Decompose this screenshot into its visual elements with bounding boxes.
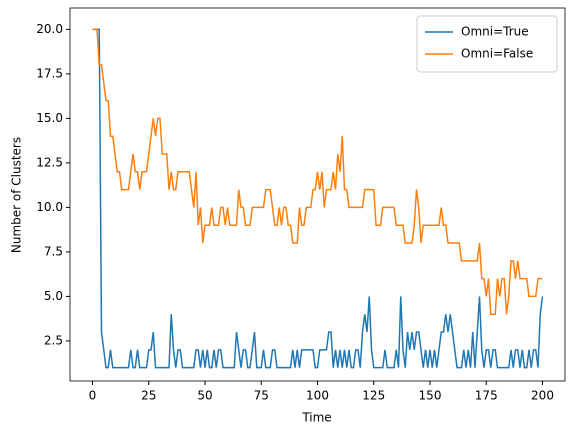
- y-tick-label: 7.5: [44, 244, 63, 258]
- x-tick-label: 150: [419, 389, 442, 403]
- x-axis-label: Time: [301, 411, 331, 425]
- x-tick-label: 125: [362, 389, 385, 403]
- legend-label: Omni=True: [461, 25, 529, 39]
- y-tick-label: 10.0: [36, 200, 63, 214]
- x-tick-label: 175: [475, 389, 498, 403]
- y-axis-label: Number of Clusters: [10, 137, 24, 253]
- y-tick-label: 17.5: [36, 66, 63, 80]
- y-tick-label: 12.5: [36, 155, 63, 169]
- x-tick-label: 50: [197, 389, 212, 403]
- line-series: [92, 28, 544, 369]
- y-tick-label: 2.5: [44, 333, 63, 347]
- x-tick-label: 200: [531, 389, 554, 403]
- x-tick-label: 25: [141, 389, 156, 403]
- y-tick-label: 20.0: [36, 22, 63, 36]
- x-tick-label: 100: [306, 389, 329, 403]
- legend-label: Omni=False: [461, 47, 533, 61]
- x-tick-label: 75: [254, 389, 269, 403]
- legend-box: [416, 15, 558, 73]
- y-tick-label: 15.0: [36, 111, 63, 125]
- line-series: [92, 28, 543, 315]
- y-tick-label: 5.0: [44, 289, 63, 303]
- x-tick-label: 0: [89, 389, 97, 403]
- plot-frame: [69, 7, 566, 382]
